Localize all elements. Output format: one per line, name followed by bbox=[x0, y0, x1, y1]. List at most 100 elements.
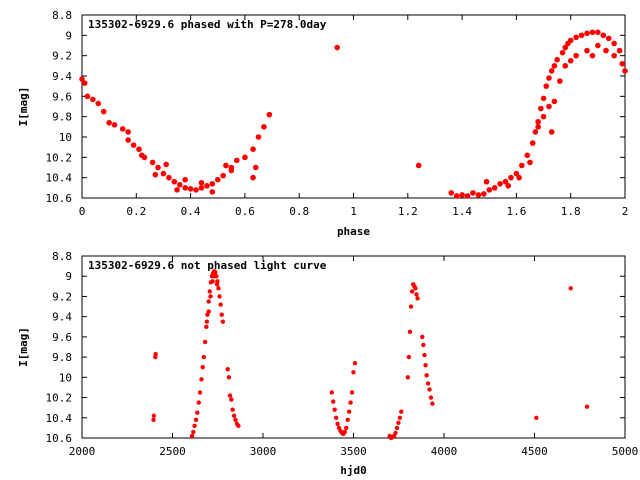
data-point bbox=[589, 52, 596, 59]
data-point bbox=[119, 126, 126, 132]
data-point bbox=[562, 44, 569, 51]
data-point bbox=[352, 360, 358, 366]
data-point bbox=[497, 180, 503, 187]
x-tick-label: 1.6 bbox=[506, 205, 526, 218]
data-point bbox=[464, 193, 471, 199]
data-point bbox=[557, 78, 563, 84]
data-point bbox=[562, 63, 569, 69]
data-point bbox=[605, 35, 612, 42]
y-tick-label: 9.8 bbox=[52, 111, 72, 124]
data-point bbox=[409, 289, 415, 294]
x-tick-label: 1.8 bbox=[561, 205, 581, 218]
data-point bbox=[202, 339, 208, 345]
data-point bbox=[538, 105, 544, 112]
data-point bbox=[422, 352, 427, 358]
y-tick-label: 9.6 bbox=[52, 90, 72, 103]
data-point bbox=[332, 407, 337, 412]
x-tick-label: 4000 bbox=[431, 445, 458, 458]
x-tick-label: 0.8 bbox=[289, 205, 309, 218]
data-point bbox=[568, 286, 573, 291]
data-point bbox=[193, 417, 199, 422]
data-point bbox=[551, 63, 558, 69]
x-tick-label: 5000 bbox=[612, 445, 639, 458]
data-point bbox=[595, 29, 601, 36]
data-point bbox=[192, 423, 197, 429]
data-point bbox=[611, 40, 617, 47]
x-tick-label: 0.4 bbox=[181, 205, 201, 218]
data-point bbox=[423, 363, 428, 368]
data-point bbox=[584, 47, 590, 54]
data-point bbox=[421, 342, 426, 348]
data-point bbox=[459, 192, 465, 198]
data-point bbox=[209, 180, 216, 187]
data-point bbox=[516, 174, 522, 181]
data-point bbox=[486, 187, 493, 193]
data-point bbox=[600, 32, 607, 39]
y-tick-label: 10.6 bbox=[46, 192, 73, 205]
data-point bbox=[214, 282, 220, 287]
data-point bbox=[95, 100, 102, 107]
data-point bbox=[219, 312, 224, 317]
data-point bbox=[125, 129, 131, 135]
data-point bbox=[252, 164, 259, 171]
data-point bbox=[250, 146, 256, 152]
data-point bbox=[491, 185, 498, 191]
data-point bbox=[198, 179, 205, 186]
data-point bbox=[481, 191, 487, 197]
data-point bbox=[546, 103, 552, 110]
data-point bbox=[152, 171, 159, 178]
data-point bbox=[595, 42, 601, 49]
data-point bbox=[208, 294, 213, 299]
data-point bbox=[342, 429, 348, 435]
data-point bbox=[166, 174, 172, 181]
unphased-light-curve-panel: 2000 2500 3000 3500 4000 4500 5000 8.8 9 9.2 9.4 9.… bbox=[17, 250, 638, 477]
data-point bbox=[502, 178, 509, 185]
data-point bbox=[331, 399, 336, 404]
y-tick-label: 9.2 bbox=[52, 290, 72, 303]
data-point bbox=[200, 365, 205, 370]
data-point bbox=[567, 57, 574, 64]
data-point bbox=[405, 375, 410, 380]
x-tick-label: 3000 bbox=[250, 445, 277, 458]
data-point bbox=[189, 433, 195, 439]
y-tick-label: 9.8 bbox=[52, 351, 72, 364]
y-tick-label: 8.8 bbox=[52, 250, 72, 263]
x-tick-label: 2500 bbox=[159, 445, 186, 458]
y-axis-label: I[mag] bbox=[17, 87, 30, 127]
x-tick-label: 4500 bbox=[521, 445, 548, 458]
x-tick-label: 0.2 bbox=[126, 205, 146, 218]
data-point bbox=[349, 390, 355, 395]
data-point bbox=[201, 354, 207, 360]
data-point bbox=[333, 415, 339, 420]
plot-frame bbox=[81, 14, 626, 199]
data-point bbox=[100, 108, 107, 115]
data-point bbox=[470, 190, 476, 196]
data-point bbox=[559, 49, 566, 56]
data-point bbox=[554, 56, 560, 63]
data-point bbox=[415, 162, 422, 169]
x-tick-label: 3500 bbox=[340, 445, 367, 458]
data-point bbox=[79, 76, 85, 82]
data-point bbox=[344, 425, 349, 431]
data-point bbox=[209, 189, 216, 195]
data-point bbox=[619, 61, 626, 67]
data-point bbox=[230, 407, 235, 412]
data-point bbox=[220, 172, 226, 179]
data-point bbox=[351, 370, 356, 375]
data-point bbox=[508, 174, 514, 181]
data-point bbox=[393, 430, 398, 436]
data-point bbox=[193, 187, 199, 193]
data-point bbox=[573, 52, 579, 59]
x-tick-label: 1 bbox=[350, 205, 357, 218]
y-tick-label: 10.2 bbox=[46, 392, 73, 405]
data-point bbox=[153, 351, 158, 357]
data-point bbox=[210, 279, 215, 284]
data-point bbox=[236, 423, 241, 429]
data-point bbox=[394, 425, 400, 431]
data-point bbox=[548, 68, 555, 74]
data-point bbox=[242, 154, 248, 161]
data-point bbox=[546, 75, 552, 81]
data-point bbox=[415, 296, 420, 301]
data-point bbox=[204, 319, 210, 324]
data-point bbox=[505, 183, 512, 189]
